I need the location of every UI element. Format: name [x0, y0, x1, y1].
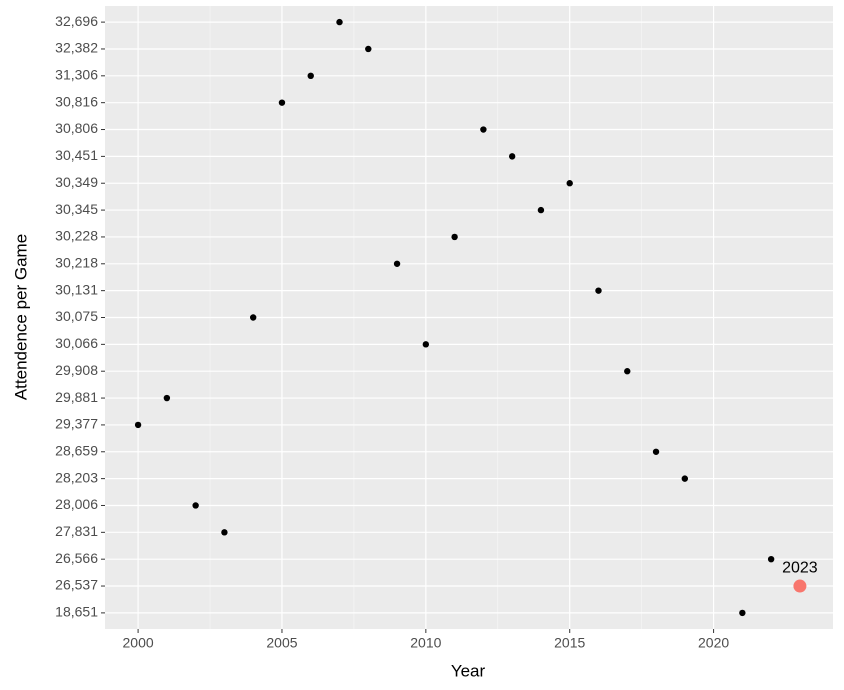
x-axis-label: Year	[451, 661, 486, 680]
x-tick-label: 2010	[410, 635, 441, 651]
x-tick-label: 2000	[123, 635, 154, 651]
y-tick-label: 31,306	[55, 67, 98, 83]
point	[451, 233, 458, 241]
point	[307, 72, 314, 80]
y-tick-label: 18,651	[55, 604, 98, 620]
y-tick-label: 30,218	[55, 254, 98, 270]
y-tick-label: 26,537	[55, 577, 98, 593]
y-tick-label: 32,382	[55, 40, 98, 56]
x-tick-label: 2020	[698, 635, 729, 651]
y-tick-label: 32,696	[55, 13, 98, 29]
y-tick-label: 30,349	[55, 174, 98, 190]
point	[249, 314, 257, 321]
y-tick-label: 29,908	[55, 362, 98, 378]
point	[537, 206, 545, 214]
y-tick-label: 28,006	[55, 496, 98, 512]
y-tick-label: 30,075	[55, 308, 98, 324]
y-tick-label: 28,203	[55, 469, 98, 485]
highlight-point	[793, 579, 807, 593]
y-tick-label: 29,377	[55, 416, 98, 432]
y-tick-label: 30,806	[55, 120, 98, 136]
point	[278, 99, 286, 106]
highlight-label: 2023	[782, 559, 818, 576]
point	[480, 126, 487, 133]
point	[624, 368, 631, 375]
point	[767, 555, 775, 563]
point	[566, 180, 573, 187]
point	[163, 394, 171, 402]
point	[221, 529, 228, 536]
point	[422, 341, 430, 348]
y-tick-label: 30,451	[55, 147, 98, 163]
y-tick-label: 30,066	[55, 335, 98, 351]
y-tick-label: 30,228	[55, 228, 98, 244]
point	[508, 153, 516, 160]
y-tick-label: 30,816	[55, 93, 98, 109]
point	[365, 45, 372, 53]
point	[192, 502, 199, 509]
x-tick-label: 2015	[554, 635, 585, 651]
y-axis-label: Attendence per Game	[11, 234, 30, 400]
y-tick-label: 27,831	[55, 523, 98, 539]
y-tick-label: 30,131	[55, 281, 98, 297]
point	[652, 448, 660, 455]
point	[681, 475, 689, 482]
y-tick-label: 26,566	[55, 550, 98, 566]
y-tick-label: 28,659	[55, 442, 98, 458]
point	[134, 421, 142, 429]
point	[336, 18, 343, 26]
point	[739, 609, 746, 617]
y-tick-label: 29,881	[55, 389, 98, 405]
x-tick-label: 2005	[266, 635, 297, 651]
point	[595, 287, 602, 294]
point	[393, 260, 401, 267]
y-tick-label: 30,345	[55, 201, 98, 217]
